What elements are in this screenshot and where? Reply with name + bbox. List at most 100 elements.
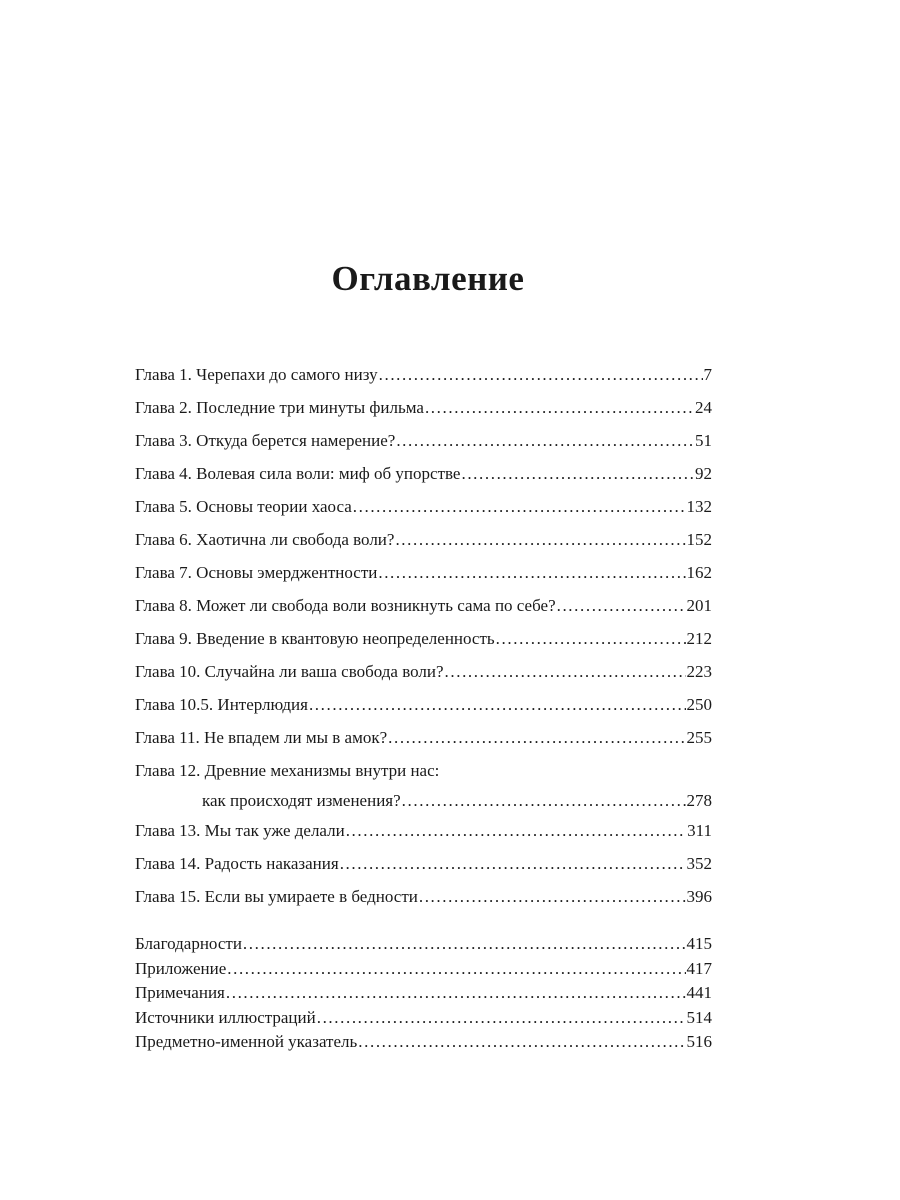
dot-leader: ........................................… bbox=[352, 497, 686, 516]
page-number: 352 bbox=[686, 854, 713, 873]
page-number: 212 bbox=[686, 629, 713, 648]
toc-entry[interactable]: Приложение..............................… bbox=[135, 957, 712, 982]
toc-entry[interactable]: Глава 11. Не впадем ли мы в амок?.......… bbox=[135, 721, 712, 754]
toc-line: Глава 10. Случайна ли ваша свобода воли?… bbox=[135, 655, 712, 688]
entry-title: Глава 11. Не впадем ли мы в амок? bbox=[135, 728, 388, 747]
toc-entry[interactable]: Глава 13. Мы так уже делали.............… bbox=[135, 814, 712, 847]
page-number: 441 bbox=[686, 983, 713, 1002]
entry-title: Глава 10.5. Интерлюдия bbox=[135, 695, 308, 714]
page-number: 415 bbox=[686, 934, 713, 953]
dot-leader: ........................................… bbox=[495, 629, 686, 648]
page-number: 250 bbox=[686, 695, 713, 714]
dot-leader: ........................................… bbox=[378, 365, 703, 384]
page-number: 516 bbox=[686, 1032, 713, 1051]
dot-leader: ........................................… bbox=[345, 821, 686, 840]
entry-title: Глава 8. Может ли свобода воли возникнут… bbox=[135, 596, 556, 615]
toc-entry[interactable]: Глава 10. Случайна ли ваша свобода воли?… bbox=[135, 655, 712, 688]
toc-entry[interactable]: Глава 4. Волевая сила воли: миф об упорс… bbox=[135, 457, 712, 490]
page-number: 223 bbox=[686, 662, 713, 681]
dot-leader: ........................................… bbox=[444, 662, 686, 681]
toc-line: Глава 4. Волевая сила воли: миф об упорс… bbox=[135, 457, 712, 490]
page-number: 162 bbox=[686, 563, 713, 582]
toc-line: Глава 10.5. Интерлюдия..................… bbox=[135, 688, 712, 721]
toc-entry[interactable]: Глава 15. Если вы умираете в бедности...… bbox=[135, 880, 712, 913]
toc-entry[interactable]: Глава 9. Введение в квантовую неопределе… bbox=[135, 622, 712, 655]
toc-entry[interactable]: Источники иллюстраций...................… bbox=[135, 1006, 712, 1031]
dot-leader: ........................................… bbox=[461, 464, 694, 483]
dot-leader: ........................................… bbox=[316, 1007, 686, 1027]
toc-line: Глава 7. Основы эмерджентности..........… bbox=[135, 556, 712, 589]
page-number: 51 bbox=[695, 431, 712, 450]
toc-line: Благодарности...........................… bbox=[135, 932, 712, 957]
entry-title: Глава 2. Последние три минуты фильма bbox=[135, 398, 424, 417]
toc-line: Глава 15. Если вы умираете в бедности...… bbox=[135, 880, 712, 913]
entry-title: Источники иллюстраций bbox=[135, 1007, 316, 1027]
toc-entry[interactable]: Предметно-именной указатель.............… bbox=[135, 1030, 712, 1055]
toc-line: как происходят изменения?...............… bbox=[135, 787, 712, 814]
toc-entry[interactable]: Глава 2. Последние три минуты фильма....… bbox=[135, 391, 712, 424]
page-number: 24 bbox=[695, 398, 712, 417]
toc-line: Глава 6. Хаотична ли свобода воли?......… bbox=[135, 523, 712, 556]
entry-title: Предметно-именной указатель bbox=[135, 1032, 358, 1051]
toc-line: Глава 1. Черепахи до самого низу........… bbox=[135, 358, 712, 391]
entry-title: Глава 15. Если вы умираете в бедности bbox=[135, 887, 418, 906]
back-matter-list: Благодарности...........................… bbox=[135, 932, 712, 1055]
toc-entry[interactable]: Глава 14. Радость наказания.............… bbox=[135, 847, 712, 880]
toc-line: Глава 9. Введение в квантовую неопределе… bbox=[135, 622, 712, 655]
toc-line: Глава 2. Последние три минуты фильма....… bbox=[135, 391, 712, 424]
page-number: 132 bbox=[686, 497, 713, 516]
entry-title: как происходят изменения? bbox=[202, 791, 401, 810]
entry-title: Глава 6. Хаотична ли свобода воли? bbox=[135, 530, 395, 549]
toc-entry[interactable]: Глава 6. Хаотична ли свобода воли?......… bbox=[135, 523, 712, 556]
page-number: 278 bbox=[686, 791, 713, 810]
toc-entry[interactable]: Глава 7. Основы эмерджентности..........… bbox=[135, 556, 712, 589]
dot-leader: ........................................… bbox=[227, 958, 685, 978]
toc-entry[interactable]: Благодарности...........................… bbox=[135, 932, 712, 957]
entry-title: Глава 5. Основы теории хаоса bbox=[135, 497, 352, 516]
entry-title: Благодарности bbox=[135, 934, 242, 953]
page-number: 7 bbox=[703, 365, 713, 384]
entry-title: Глава 4. Волевая сила воли: миф об упорс… bbox=[135, 464, 461, 483]
page-number: 311 bbox=[687, 821, 712, 840]
dot-leader: ........................................… bbox=[556, 596, 686, 615]
entry-title: Глава 1. Черепахи до самого низу bbox=[135, 365, 378, 384]
toc-line: Глава 5. Основы теории хаоса............… bbox=[135, 490, 712, 523]
toc-entry[interactable]: Глава 8. Может ли свобода воли возникнут… bbox=[135, 589, 712, 622]
dot-leader: ........................................… bbox=[339, 854, 686, 873]
page-number: 255 bbox=[686, 728, 713, 747]
entry-title: Глава 13. Мы так уже делали bbox=[135, 821, 345, 840]
toc-line: Глава 13. Мы так уже делали.............… bbox=[135, 814, 712, 847]
toc-entry[interactable]: Глава 5. Основы теории хаоса............… bbox=[135, 490, 712, 523]
toc-entry[interactable]: Глава 1. Черепахи до самого низу........… bbox=[135, 358, 712, 391]
toc-line: Предметно-именной указатель.............… bbox=[135, 1030, 712, 1055]
toc-entry[interactable]: Примечания..............................… bbox=[135, 981, 712, 1006]
page-number: 201 bbox=[686, 596, 713, 615]
dot-leader: ........................................… bbox=[424, 398, 694, 417]
page-title: Оглавление bbox=[331, 259, 525, 299]
entry-title: Глава 3. Откуда берется намерение? bbox=[135, 431, 396, 450]
entry-title: Примечания bbox=[135, 983, 225, 1002]
page-number: 152 bbox=[686, 530, 713, 549]
dot-leader: ........................................… bbox=[388, 728, 686, 747]
toc-entry[interactable]: Глава 12. Древние механизмы внутри нас: к… bbox=[135, 754, 712, 814]
dot-leader: ........................................… bbox=[396, 431, 694, 450]
entry-title: Глава 10. Случайна ли ваша свобода воли? bbox=[135, 662, 444, 681]
page-number: 417 bbox=[686, 958, 713, 978]
chapter-list: Глава 1. Черепахи до самого низу........… bbox=[135, 358, 712, 913]
entry-title: Глава 12. Древние механизмы внутри нас: bbox=[135, 761, 440, 780]
toc-entry[interactable]: Глава 10.5. Интерлюдия..................… bbox=[135, 688, 712, 721]
entry-title: Глава 14. Радость наказания bbox=[135, 854, 339, 873]
toc-line: Глава 11. Не впадем ли мы в амок?.......… bbox=[135, 721, 712, 754]
toc-line: Глава 3. Откуда берется намерение?......… bbox=[135, 424, 712, 457]
dot-leader: ........................................… bbox=[395, 530, 685, 549]
page-number: 396 bbox=[686, 887, 713, 906]
dot-leader: ........................................… bbox=[358, 1032, 686, 1051]
dot-leader: ........................................… bbox=[308, 695, 686, 714]
dot-leader: ........................................… bbox=[242, 934, 686, 953]
toc-line: Примечания..............................… bbox=[135, 981, 712, 1006]
toc-line: Глава 8. Может ли свобода воли возникнут… bbox=[135, 589, 712, 622]
toc-line: Приложение..............................… bbox=[135, 957, 712, 982]
toc-entry[interactable]: Глава 3. Откуда берется намерение?......… bbox=[135, 424, 712, 457]
dot-leader: ........................................… bbox=[401, 791, 686, 810]
toc-line: Глава 14. Радость наказания.............… bbox=[135, 847, 712, 880]
